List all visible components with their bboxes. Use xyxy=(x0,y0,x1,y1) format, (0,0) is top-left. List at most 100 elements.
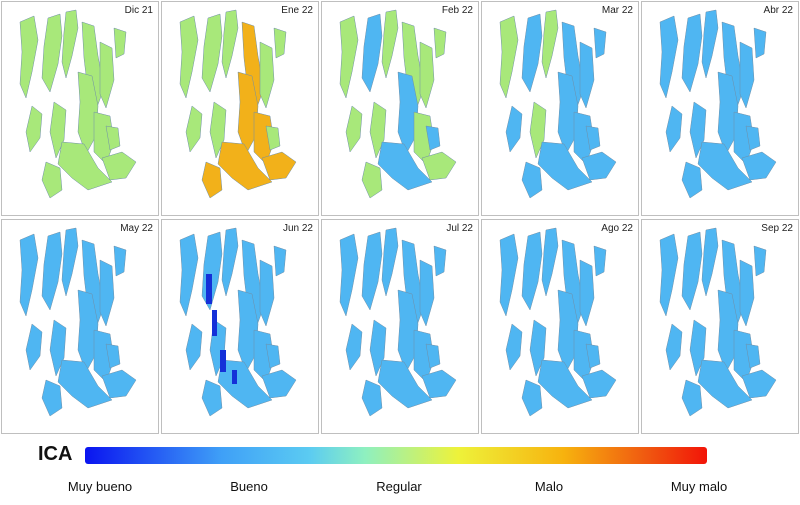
map-region xyxy=(665,323,683,371)
map-canvas xyxy=(659,9,777,199)
map-region xyxy=(581,369,617,399)
map-panel: Mar 22 xyxy=(481,1,639,216)
map-canvas xyxy=(659,227,777,417)
map-region xyxy=(659,233,679,317)
map-region xyxy=(99,41,115,109)
map-region xyxy=(745,125,761,151)
map-region xyxy=(377,141,433,191)
map-region xyxy=(585,343,601,369)
map-region xyxy=(557,71,579,155)
map-region xyxy=(77,289,99,373)
map-region xyxy=(261,369,297,399)
map-region xyxy=(397,289,419,373)
panel-title: May 22 xyxy=(120,223,153,234)
legend-title: ICA xyxy=(38,443,73,465)
map-region xyxy=(241,21,265,111)
map-region xyxy=(425,125,441,151)
map-region xyxy=(419,41,435,109)
map-region xyxy=(113,245,127,277)
map-region xyxy=(681,379,703,417)
map-region xyxy=(217,141,273,191)
panel-title: Sep 22 xyxy=(761,223,793,234)
map-region xyxy=(681,161,703,199)
map-region xyxy=(201,161,223,199)
map-region xyxy=(261,151,297,181)
panel-title: Dic 21 xyxy=(124,5,153,16)
map-panel: May 22 xyxy=(1,219,159,434)
map-region xyxy=(179,233,199,317)
map-region xyxy=(579,41,595,109)
map-panel: Feb 22 xyxy=(321,1,479,216)
map-region xyxy=(421,369,457,399)
map-region xyxy=(381,227,399,297)
map-region xyxy=(237,289,259,373)
map-region xyxy=(57,359,113,409)
map-region xyxy=(739,41,755,109)
map-region xyxy=(265,343,281,369)
map-region xyxy=(413,329,435,383)
map-region xyxy=(265,125,281,151)
map-region xyxy=(61,9,79,79)
panel-title: Ene 22 xyxy=(281,5,313,16)
panel-title: Mar 22 xyxy=(601,5,633,16)
map-region xyxy=(499,15,519,99)
map-region xyxy=(697,359,753,409)
map-region xyxy=(681,13,703,93)
map-region xyxy=(537,359,593,409)
panel-title: Jun 22 xyxy=(282,223,313,234)
map-region xyxy=(521,13,543,93)
map-region xyxy=(259,259,275,327)
map-region xyxy=(753,27,767,59)
map-region xyxy=(93,111,115,165)
map-region xyxy=(561,239,585,329)
map-region xyxy=(41,231,63,311)
map-region xyxy=(101,151,137,181)
map-region xyxy=(433,245,447,277)
map-region xyxy=(419,259,435,327)
map-panel: Jul 22 xyxy=(321,219,479,434)
map-region xyxy=(741,151,777,181)
legend-color-bar xyxy=(85,447,707,464)
map-canvas xyxy=(179,227,297,417)
map-region xyxy=(217,359,273,409)
map-region xyxy=(41,379,63,417)
map-region xyxy=(665,105,683,153)
map-region xyxy=(25,323,43,371)
legend-label: Bueno xyxy=(230,479,268,494)
map-region xyxy=(237,71,259,155)
map-region xyxy=(745,343,761,369)
map-region xyxy=(521,231,543,311)
map-region xyxy=(739,259,755,327)
map-canvas xyxy=(339,9,457,199)
map-hotspot xyxy=(212,310,217,336)
map-region xyxy=(101,369,137,399)
map-region xyxy=(19,15,39,99)
map-region xyxy=(581,151,617,181)
map-region xyxy=(41,13,63,93)
map-grid: Dic 21 Ene 22 Feb 22 Mar 22 Abr 22 May 2… xyxy=(1,1,799,435)
map-region xyxy=(57,141,113,191)
map-region xyxy=(105,343,121,369)
map-region xyxy=(339,15,359,99)
map-region xyxy=(541,9,559,79)
map-canvas xyxy=(499,227,617,417)
map-panel: Abr 22 xyxy=(641,1,799,216)
map-region xyxy=(381,9,399,79)
map-hotspot xyxy=(206,274,212,304)
map-region xyxy=(557,289,579,373)
map-region xyxy=(179,15,199,99)
map-region xyxy=(593,245,607,277)
map-region xyxy=(113,27,127,59)
map-panel: Jun 22 xyxy=(161,219,319,434)
map-region xyxy=(561,21,585,111)
panel-title: Ago 22 xyxy=(601,223,633,234)
map-region xyxy=(377,359,433,409)
map-region xyxy=(733,329,755,383)
map-region xyxy=(397,71,419,155)
map-region xyxy=(259,41,275,109)
map-region xyxy=(345,105,363,153)
legend-label: Muy malo xyxy=(670,479,728,494)
map-region xyxy=(697,141,753,191)
map-region xyxy=(93,329,115,383)
map-region xyxy=(221,9,239,79)
